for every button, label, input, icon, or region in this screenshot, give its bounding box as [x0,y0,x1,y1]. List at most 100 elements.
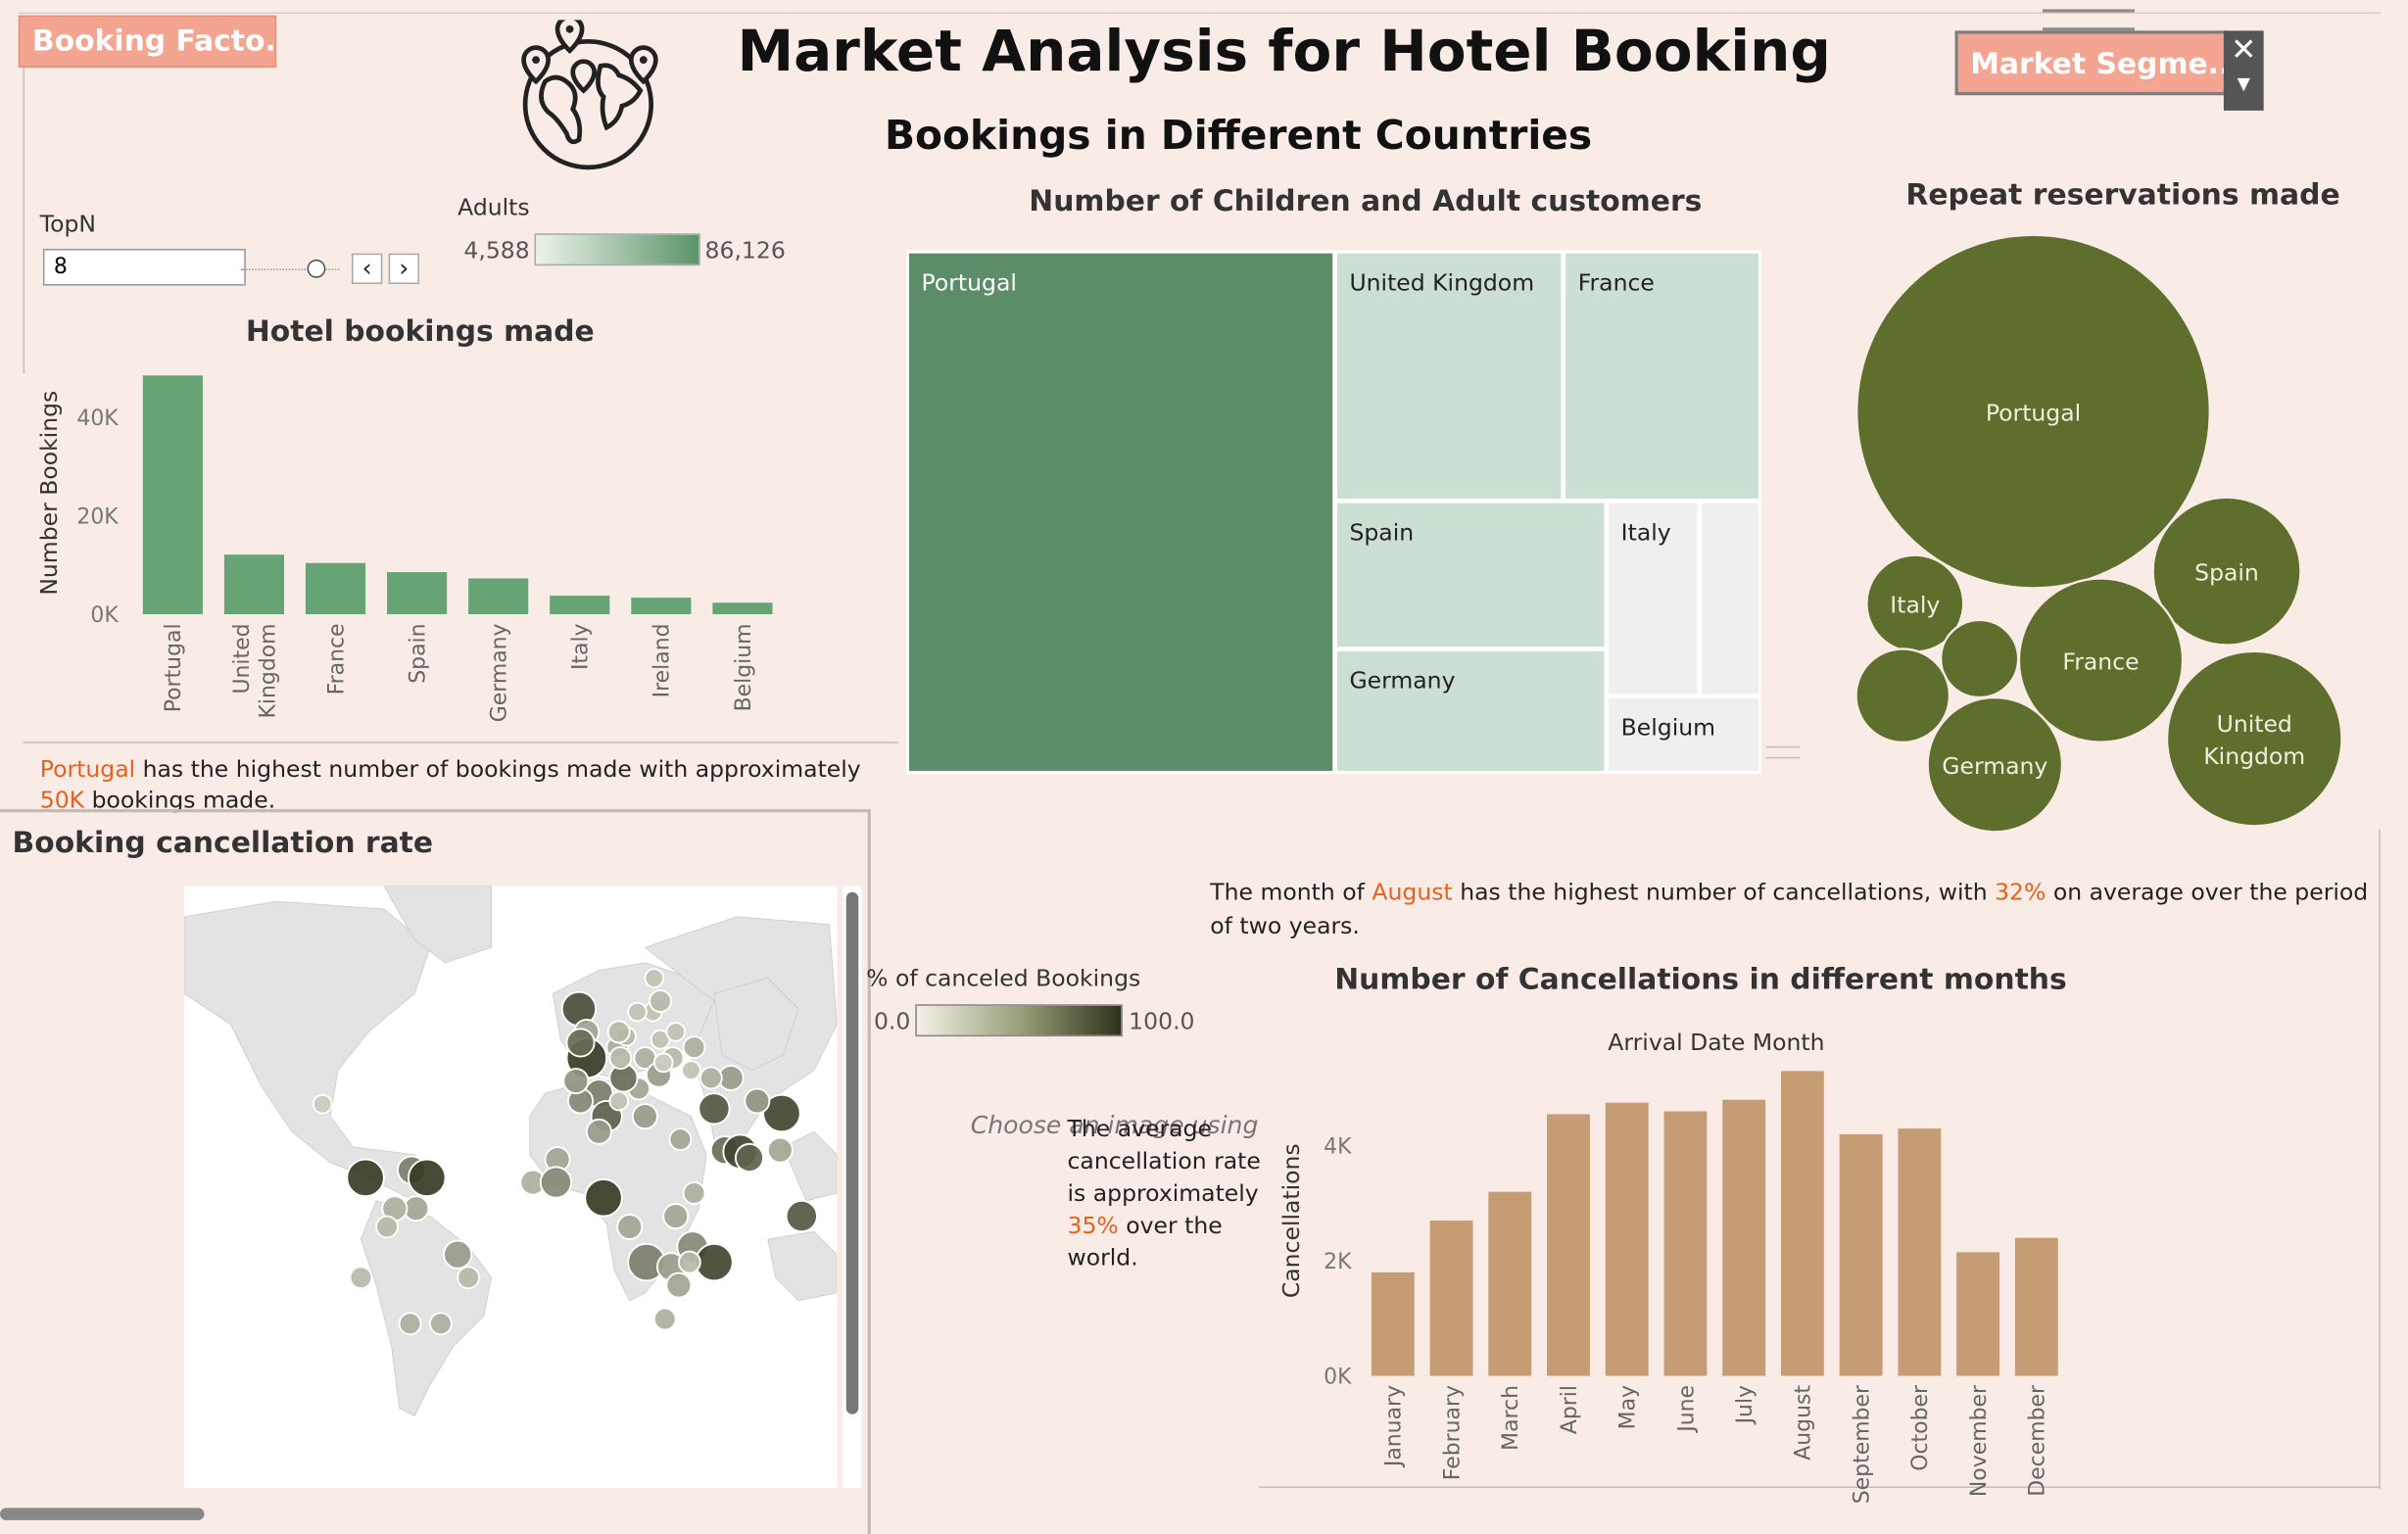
topn-slider-handle[interactable] [307,259,326,278]
bubble-label: France [2062,647,2139,675]
bookings-chart-title: Hotel bookings made [245,314,595,349]
country-marker [649,989,672,1013]
cancellations-x-axis-title: Arrival Date Month [1608,1029,1825,1057]
treemap-title: Number of Children and Adult customers [1029,184,1703,218]
x-tick-label: November [1967,1384,1992,1497]
bubble-label: Portugal [1986,400,2081,427]
country-marker [744,1087,771,1115]
treemap-cell [905,250,1336,775]
country-marker [375,1215,399,1239]
close-icon[interactable]: ✕ [2231,30,2257,68]
country-marker [698,1092,731,1126]
country-marker [695,1242,734,1282]
land-shape [767,1230,838,1302]
x-tick-label: October [1908,1384,1933,1471]
map-legend-max: 100.0 [1129,1007,1195,1035]
bar [1488,1191,1532,1376]
x-tick-label: Kingdom [257,623,281,718]
country-marker [681,1060,701,1080]
month-note-text1: The month of [1210,878,1373,906]
bar [468,578,529,615]
x-tick-label: Portugal [162,623,186,712]
bubble-chart-title: Repeat reservations made [1905,177,2340,213]
booking-factors-button[interactable]: Booking Facto... [18,15,277,68]
y-tick-label: 0K [1324,1365,1352,1389]
map-scrollbar-thumb[interactable] [845,891,859,1414]
bar [550,596,610,615]
bar [387,572,448,615]
country-marker [665,1271,693,1299]
country-marker [652,1052,674,1074]
treemap-label: Italy [1621,518,1671,546]
topn-label: TopN [39,210,97,238]
prev-button[interactable]: ‹ [351,253,383,285]
bubble [2165,649,2343,828]
country-marker [652,1307,677,1331]
x-tick-label: Germany [488,623,512,722]
month-note-value: 32% [1995,878,2047,906]
bubble-label: Kingdom [2203,743,2305,770]
x-tick-label: Italy [569,623,594,670]
x-tick-label: March [1499,1385,1523,1451]
land-shape [184,900,447,1202]
x-tick-label: December [2026,1384,2050,1497]
bar [305,562,366,615]
x-tick-label: February [1440,1385,1465,1480]
bubble-label: Spain [2194,559,2259,587]
country-marker [346,1158,385,1198]
y-tick-label: 40K [76,407,119,431]
topn-slider-track[interactable] [241,268,340,274]
adults-min: 4,588 [463,236,530,264]
cancellation-month-note: The month of August has the highest numb… [1210,876,2392,943]
chevron-down-icon[interactable]: ▼ [2237,73,2250,94]
map-title: Booking cancellation rate [12,826,434,860]
bubble [1926,695,2064,834]
topn-input[interactable] [42,248,246,286]
bookings-note-country: Portugal [39,755,136,784]
country-marker [785,1199,818,1233]
bubble-label: Italy [1890,591,1940,618]
country-marker [585,1118,612,1145]
country-marker [766,1136,794,1164]
land-shape [383,886,493,964]
country-marker [734,1142,765,1174]
x-tick-label: May [1616,1385,1641,1429]
country-marker [677,1250,701,1274]
bar [223,554,285,615]
market-segment-menu[interactable]: ✕ ▼ [2223,30,2264,111]
treemap-cell [1333,647,1608,775]
x-tick-label: September [1850,1384,1874,1504]
map-scrollbar[interactable] [843,886,862,1489]
cancellations-chart-title: Number of Cancellations in different mon… [1334,962,2067,997]
country-marker [398,1312,422,1336]
country-marker [682,1035,706,1060]
world-map[interactable] [184,886,838,1489]
land-shape [782,1130,838,1202]
drag-handle[interactable] [2042,9,2135,31]
country-marker [584,1177,623,1218]
x-tick-label: France [324,623,349,695]
adults-label: Adults [458,193,530,221]
treemap-label: France [1578,268,1655,296]
next-button[interactable]: › [388,253,419,285]
country-marker [349,1266,373,1290]
horizontal-scrollbar[interactable] [0,1508,205,1520]
x-tick-label: Ireland [650,623,675,697]
x-tick-label: July [1733,1385,1758,1425]
country-marker [662,1203,690,1230]
bar [2014,1237,2058,1376]
country-marker [428,1312,453,1336]
image-placeholder-text[interactable]: Choose an image using th [970,1110,1263,1140]
cancellations-bar-chart: Cancellations 0K 2K 4K January February March A… [1277,1071,2058,1504]
land-shape [713,978,799,1072]
x-tick-label: April [1558,1385,1582,1434]
x-tick-label: January [1382,1385,1407,1468]
repeat-reservations-bubble-chart: Portugal Spain France United Kingdom Germany I… [1854,233,2343,834]
country-marker [762,1093,801,1133]
market-segment-button[interactable]: Market Segme... [1954,30,2228,96]
month-note-month: August [1372,878,1453,906]
y-tick-label: 4K [1324,1135,1352,1160]
bar [1371,1271,1415,1376]
treemap-cell [1606,500,1701,697]
country-marker [443,1239,473,1270]
